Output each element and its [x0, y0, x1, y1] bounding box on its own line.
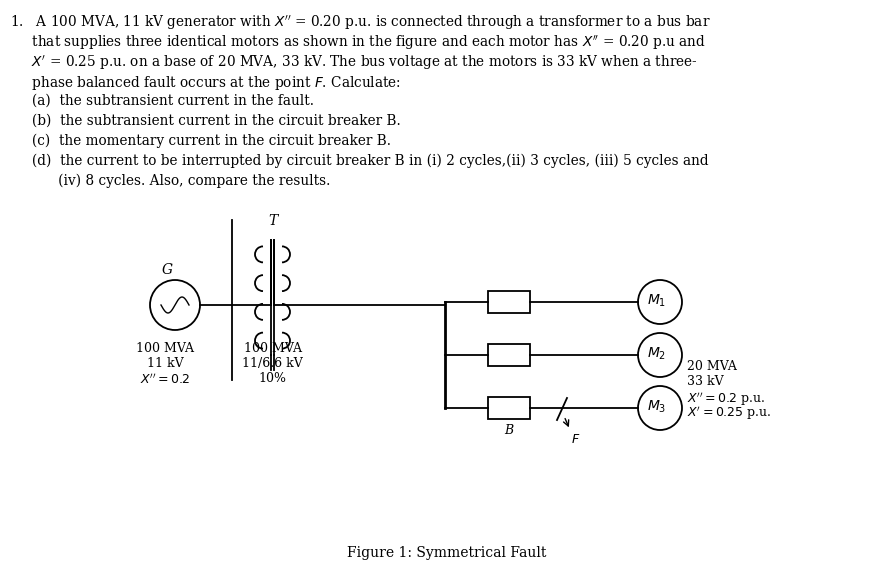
- Text: $X' = 0.25$ p.u.: $X' = 0.25$ p.u.: [687, 405, 771, 422]
- Text: 33 kV: 33 kV: [687, 375, 723, 388]
- Text: 20 MVA: 20 MVA: [687, 360, 737, 373]
- Text: B: B: [504, 424, 513, 437]
- Text: Figure 1: Symmetrical Fault: Figure 1: Symmetrical Fault: [347, 546, 547, 560]
- Text: $M_3$: $M_3$: [647, 399, 667, 415]
- Text: (a)  the subtransient current in the fault.: (a) the subtransient current in the faul…: [10, 94, 314, 108]
- Text: $X'' = 0.2$ p.u.: $X'' = 0.2$ p.u.: [687, 390, 765, 408]
- Text: phase balanced fault occurs at the point $F$. Calculate:: phase balanced fault occurs at the point…: [10, 74, 401, 92]
- Text: 11/6.6 kV: 11/6.6 kV: [242, 357, 303, 370]
- Text: $X'$ = 0.25 p.u. on a base of 20 MVA, 33 kV. The bus voltage at the motors is 33: $X'$ = 0.25 p.u. on a base of 20 MVA, 33…: [10, 54, 697, 72]
- Text: T: T: [268, 214, 277, 228]
- Text: (b)  the subtransient current in the circuit breaker B.: (b) the subtransient current in the circ…: [10, 114, 401, 128]
- Text: $X''=0.2$: $X''=0.2$: [139, 372, 190, 386]
- Text: that supplies three identical motors as shown in the figure and each motor has $: that supplies three identical motors as …: [10, 34, 705, 52]
- Bar: [488, 344, 530, 366]
- Text: 1.   A 100 MVA, 11 kV generator with $X''$ = 0.20 p.u. is connected through a tr: 1. A 100 MVA, 11 kV generator with $X''$…: [10, 14, 711, 32]
- Text: $M_2$: $M_2$: [647, 346, 667, 362]
- Text: 11 kV: 11 kV: [147, 357, 183, 370]
- Text: (d)  the current to be interrupted by circuit breaker B in (i) 2 cycles,(ii) 3 c: (d) the current to be interrupted by cir…: [10, 154, 709, 168]
- Text: 100 MVA: 100 MVA: [243, 342, 301, 355]
- Bar: [488, 291, 530, 313]
- Text: G: G: [162, 263, 173, 277]
- Text: $M_1$: $M_1$: [647, 293, 667, 309]
- Text: (c)  the momentary current in the circuit breaker B.: (c) the momentary current in the circuit…: [10, 134, 391, 148]
- Text: $F$: $F$: [571, 433, 580, 446]
- Text: 10%: 10%: [258, 372, 286, 385]
- Text: 100 MVA: 100 MVA: [136, 342, 194, 355]
- Text: (iv) 8 cycles. Also, compare the results.: (iv) 8 cycles. Also, compare the results…: [10, 174, 331, 188]
- Bar: [488, 397, 530, 419]
